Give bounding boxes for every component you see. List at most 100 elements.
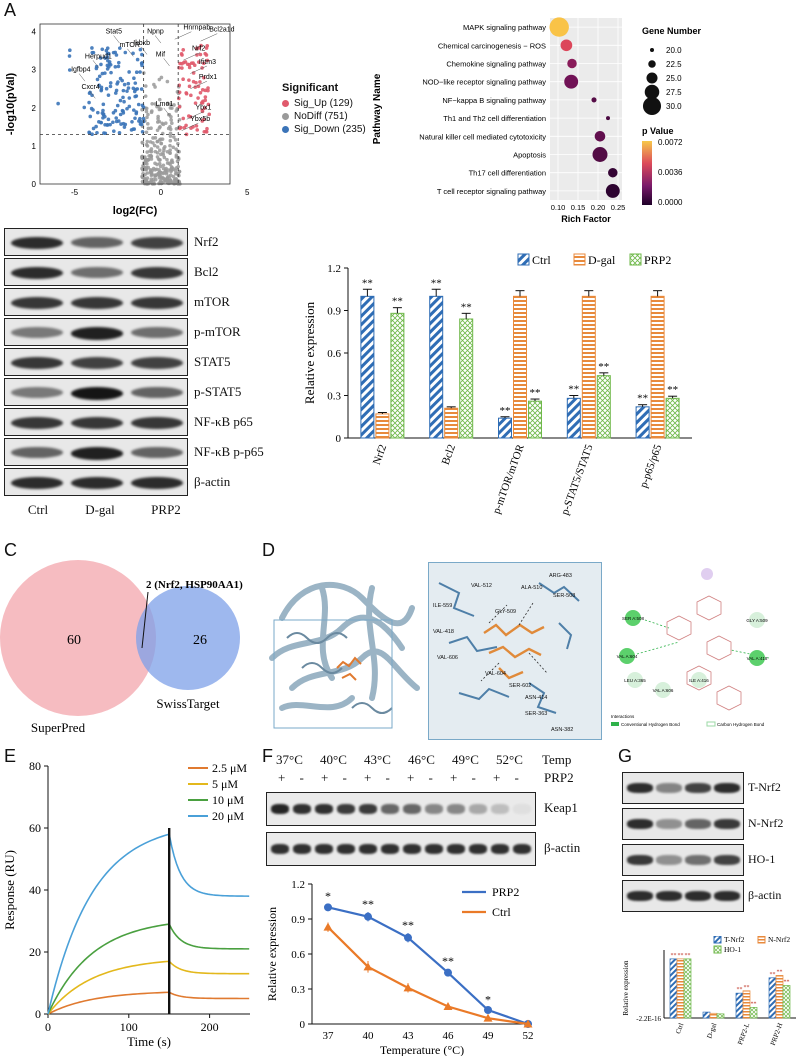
spr-ylabel: Response (RU) <box>2 850 17 930</box>
volcano-point-down <box>122 125 127 129</box>
docking-residue-label: VAL-418 <box>433 629 454 635</box>
docking-zoom-box: ARG-483 ALA-510 SER-508 VAL-512 ILE-559 GLY-5… <box>428 562 602 740</box>
bar-g-ytick: -2.2E-16 <box>636 1015 661 1023</box>
volcano-point-down <box>106 51 111 56</box>
enrichment-bubble <box>592 147 608 162</box>
volcano-point-nodiff <box>168 162 172 167</box>
volcano-label-leader <box>92 60 99 68</box>
venn-left-label: SuperPred <box>31 720 86 735</box>
volcano-point-down <box>87 130 91 135</box>
volcano-point-down <box>111 50 116 55</box>
volcano-point-nodiff <box>151 141 155 145</box>
cetsa-temp-label: Temp <box>542 752 572 767</box>
line-f-significance: ** <box>402 918 414 932</box>
bar-g-legend-label: T-Nrf2 <box>724 936 745 944</box>
volcano-point-up <box>185 62 190 67</box>
blot-band <box>131 357 183 369</box>
volcano-point-up <box>179 125 183 130</box>
volcano-point-nodiff <box>171 174 176 179</box>
docking-residue-label: ILE-559 <box>433 603 452 609</box>
volcano-point-nodiff <box>173 138 178 142</box>
enrichment-ylabel: Pathway Name <box>372 73 383 144</box>
volcano-point-nodiff <box>169 118 173 122</box>
enrichment-category-label: Th1 and Th2 cell differentiation <box>443 114 546 123</box>
volcano-point-nodiff <box>168 143 172 148</box>
legend-item-nodiff: NoDiff (751) <box>282 111 366 122</box>
spr-ytick: 60 <box>29 821 41 835</box>
legend-item-down: Sig_Down (235) <box>282 124 366 135</box>
bar-g-legend-swatch <box>757 936 766 944</box>
volcano-point-down <box>138 122 143 126</box>
legend-item-up: Sig_Up (129) <box>282 98 366 109</box>
cetsa-band <box>403 844 421 854</box>
interaction-residue-circle <box>655 682 671 698</box>
volcano-point-down <box>103 122 107 127</box>
volcano-point-down <box>87 91 92 96</box>
volcano-point-up <box>194 124 199 128</box>
docking-residue-label: ALA-510 <box>521 585 542 591</box>
volcano-point-nodiff <box>162 146 166 151</box>
cetsa-sign: + <box>278 770 286 785</box>
blot-row-label: p-STAT5 <box>194 384 242 399</box>
volcano-point-down <box>90 46 94 50</box>
blot-band <box>71 447 123 460</box>
volcano-point-down <box>108 81 113 85</box>
blot-band <box>71 477 123 490</box>
volcano-point-up <box>191 71 196 75</box>
blot-g-band <box>656 819 682 829</box>
volcano-point-nodiff <box>148 168 153 172</box>
blot-row-label: p-mTOR <box>194 324 241 339</box>
volcano-point-nodiff <box>170 106 174 110</box>
volcano-point-down <box>140 52 144 57</box>
cetsa-temp: 52°C <box>496 752 523 767</box>
blot-g-band <box>685 819 711 829</box>
blot-lane-label: Ctrl <box>27 502 49 517</box>
blot-g-row-label: β-actin <box>748 888 782 902</box>
volcano-legend: Significant Sig_Up (129) NoDiff (751) Si… <box>282 82 366 135</box>
blot-g-band <box>656 855 682 865</box>
cetsa-prp2-label: PRP2 <box>544 770 574 785</box>
volcano-point-down <box>131 51 135 56</box>
volcano-gene-label: Cxcr4 <box>81 84 99 91</box>
volcano-point-down <box>96 110 100 115</box>
line-f-ytick: 0 <box>300 1019 306 1031</box>
bar-g-significance: ** <box>685 953 691 959</box>
spr-chart: 0 20 40 60 80 0 100 200 Time (s) Response (RU) 2.5… <box>2 759 250 1049</box>
blot-band <box>11 237 63 250</box>
spr-ytick: 0 <box>35 1007 41 1021</box>
volcano-point-up <box>180 61 184 66</box>
bar-chart-b: 0 0.3 0.6 0.9 1.2 Relative expression ** ** Nrf2… <box>302 253 692 517</box>
volcano-point-up <box>183 60 188 64</box>
enrichment-xlabel: Rich Factor <box>561 214 611 224</box>
volcano-point-down <box>120 78 124 83</box>
bar-b-significance: ** <box>667 384 678 396</box>
volcano-xtick: -5 <box>71 188 79 197</box>
cetsa-sign: - <box>428 770 433 785</box>
blot-g-row-label: T-Nrf2 <box>748 780 781 794</box>
blot-lane-label: D-gal <box>85 502 115 517</box>
enrichment-bubble <box>549 17 569 37</box>
volcano-point-nodiff <box>165 175 170 180</box>
line-f-marker <box>324 903 332 912</box>
bar-b-bar <box>375 413 390 439</box>
blot-g-row-label: N-Nrf2 <box>748 816 784 830</box>
line-f-marker <box>323 922 333 931</box>
interaction-residue-label: GLY A:509 <box>746 618 768 623</box>
volcano-point-down <box>94 64 99 69</box>
volcano-point-down <box>138 47 143 52</box>
bar-b-significance: ** <box>461 301 472 313</box>
volcano-point-nodiff <box>145 171 150 175</box>
volcano-gene-label: Mif <box>156 51 165 58</box>
volcano-point-up <box>203 51 208 56</box>
volcano-point-nodiff <box>174 153 179 157</box>
volcano-point-down <box>118 112 123 117</box>
cetsa-band <box>337 844 355 854</box>
volcano-point-nodiff <box>145 150 150 154</box>
volcano-point-nodiff <box>146 157 151 162</box>
bar-b-bar <box>429 295 444 439</box>
volcano-point-nodiff <box>168 138 173 143</box>
blot-g-strip <box>622 880 744 912</box>
volcano-point-nodiff <box>149 157 154 161</box>
bar-g-significance: ** <box>678 953 684 959</box>
